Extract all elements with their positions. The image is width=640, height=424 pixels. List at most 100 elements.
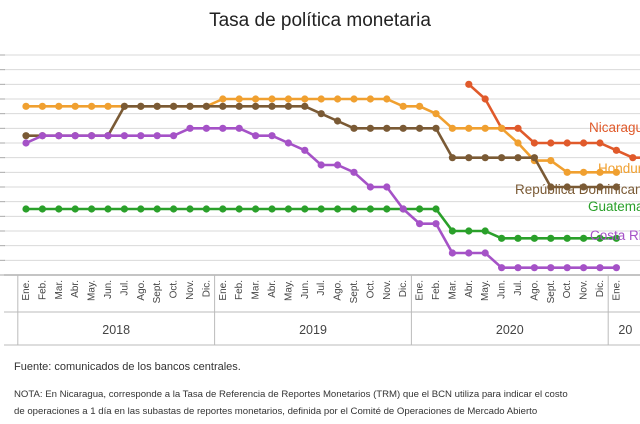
data-point <box>22 139 30 147</box>
data-point <box>38 102 47 110</box>
data-point <box>268 205 276 213</box>
series-label-honduras: Honduras <box>598 161 640 176</box>
data-point <box>252 95 260 103</box>
data-point <box>383 124 391 132</box>
data-point <box>104 132 112 140</box>
data-point <box>612 146 621 154</box>
data-point <box>284 95 292 103</box>
month-label: Jun. <box>300 280 311 299</box>
data-point <box>170 132 178 140</box>
data-point <box>481 95 489 103</box>
year-label: 2018 <box>102 323 130 337</box>
data-point <box>317 161 325 169</box>
data-point <box>448 154 456 162</box>
series-lines <box>22 80 640 272</box>
data-point <box>383 183 391 191</box>
data-point <box>38 205 47 213</box>
data-point <box>580 139 588 147</box>
data-point <box>252 132 260 140</box>
month-label: Oct. <box>562 280 573 298</box>
data-point <box>514 154 522 162</box>
axis-labels: Ene. Feb. Mar. Abr. May. Jun. Jul. Ago. Sept. Oct… <box>21 280 632 337</box>
data-point <box>399 205 407 213</box>
data-point <box>252 102 260 110</box>
data-point <box>514 124 522 132</box>
data-point <box>366 183 374 191</box>
month-label: Jul. <box>513 280 524 296</box>
data-point <box>612 168 621 176</box>
month-label: Sept. <box>152 280 163 303</box>
month-label: May. <box>87 280 98 301</box>
chart-title: Tasa de política monetaria <box>209 10 431 31</box>
data-point <box>612 264 621 272</box>
data-point <box>498 154 506 162</box>
data-point <box>481 124 489 132</box>
data-point <box>432 220 440 228</box>
data-point <box>301 205 309 213</box>
footnote-line-1: NOTA: En Nicaragua, corresponde a la Tas… <box>14 389 568 400</box>
data-point <box>235 102 243 110</box>
data-point <box>71 205 79 213</box>
data-point <box>432 205 440 213</box>
data-point <box>268 132 276 140</box>
data-point <box>22 102 30 110</box>
data-point <box>219 102 227 110</box>
data-point <box>268 95 276 103</box>
data-point <box>383 95 391 103</box>
month-label: Ene. <box>218 280 229 301</box>
data-point <box>284 205 292 213</box>
data-point <box>580 183 588 191</box>
data-point <box>317 205 325 213</box>
data-point <box>563 139 571 147</box>
data-point <box>202 124 210 132</box>
data-point <box>38 132 47 140</box>
data-point <box>530 139 539 147</box>
month-label: Sept. <box>349 280 360 303</box>
data-point <box>120 102 128 110</box>
data-point <box>547 139 555 147</box>
month-label: Feb. <box>431 280 442 300</box>
data-point <box>55 102 63 110</box>
data-point <box>219 205 227 213</box>
data-point <box>71 102 79 110</box>
data-point <box>629 154 637 162</box>
data-point <box>268 102 276 110</box>
data-point <box>530 234 539 242</box>
data-point <box>301 95 309 103</box>
data-point <box>498 234 506 242</box>
data-point <box>563 264 571 272</box>
month-label: Ago. <box>333 280 344 301</box>
data-point <box>498 124 506 132</box>
data-point <box>186 102 194 110</box>
data-point <box>596 168 604 176</box>
month-label: Feb. <box>234 280 245 300</box>
data-point <box>317 110 325 118</box>
data-point <box>498 264 506 272</box>
month-label: Jul. <box>316 280 327 296</box>
data-point <box>547 157 555 165</box>
data-point <box>235 95 243 103</box>
data-point <box>465 124 473 132</box>
data-point <box>366 205 374 213</box>
data-point <box>22 205 30 213</box>
data-point <box>399 102 407 110</box>
data-point <box>235 205 243 213</box>
data-point <box>334 161 342 169</box>
month-label: Nov. <box>185 280 196 300</box>
series-label-nicaragua: Nicaragua <box>589 120 640 135</box>
data-point <box>465 154 473 162</box>
data-point <box>284 139 292 147</box>
data-point <box>186 124 194 132</box>
data-point <box>563 234 571 242</box>
source-note: Fuente: comunicados de los bancos centra… <box>14 361 241 373</box>
data-point <box>55 132 63 140</box>
data-point <box>416 220 424 228</box>
data-point <box>104 102 112 110</box>
data-point <box>432 110 440 118</box>
data-point <box>186 205 194 213</box>
data-point <box>514 139 522 147</box>
data-point <box>514 264 522 272</box>
data-point <box>334 117 342 125</box>
series-line-guatemala <box>26 207 617 240</box>
data-point <box>448 249 456 257</box>
